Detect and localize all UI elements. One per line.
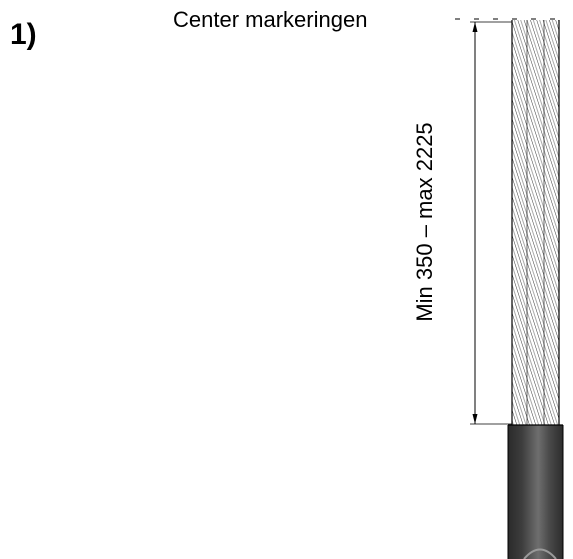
step-number: 1) xyxy=(10,18,37,51)
cable-jacket xyxy=(507,424,564,559)
dimension-line xyxy=(470,21,512,425)
stranded-wire xyxy=(511,20,560,425)
center-marking-label: Center markeringen xyxy=(173,7,368,32)
